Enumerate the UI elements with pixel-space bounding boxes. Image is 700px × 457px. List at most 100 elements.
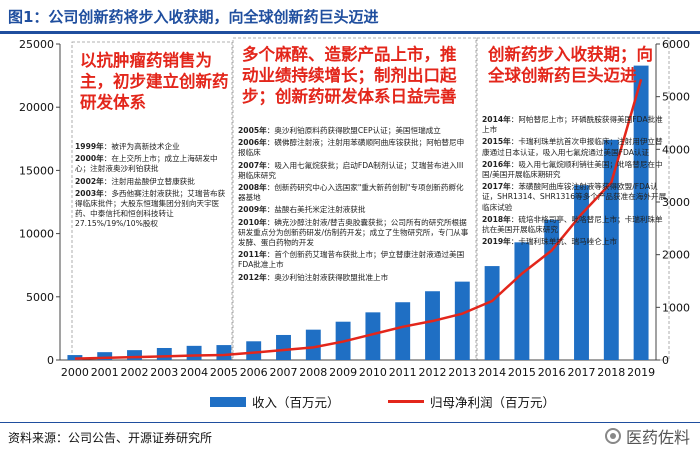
x-tick-label: 2004 <box>180 366 208 379</box>
bar-revenue-2008 <box>305 329 321 360</box>
milestone-note: 2016年：吸入用七氟烷顺利销往美国；吡咯替尼在中国/美国开展临床期研究 <box>482 160 668 180</box>
left-tick-label: 15000 <box>19 164 54 177</box>
milestone-note: 2012年：奥沙利铂注射液获得欧盟批准上市 <box>238 273 470 283</box>
milestone-note: 2017年：苯磺酸阿曲库铵注射液等获得欧盟/FDA认证，SHR1314、SHR1… <box>482 182 668 213</box>
x-tick-label: 2017 <box>568 366 596 379</box>
milestone-year: 2011年 <box>238 250 267 260</box>
bar-revenue-2019 <box>633 65 649 361</box>
x-tick-label: 2009 <box>329 366 357 379</box>
milestone-year: 2010年 <box>238 217 267 227</box>
x-tick-label: 2016 <box>538 366 566 379</box>
bar-revenue-2002 <box>127 350 142 360</box>
line-net-profit <box>74 78 643 360</box>
milestone-text: ：注射用盐酸伊立替康获批 <box>103 176 195 186</box>
milestone-text: ：碘克沙醇注射液/替吉奥胶囊获批；公司所有的研究所根据研发重点分为创新药研发/仿… <box>238 217 469 248</box>
era-2-text: 多个麻醉、造影产品上市，推动业绩持续增长；制剂出口起步；创新药研发体系日益完善 <box>242 45 457 106</box>
legend-item-net-profit: 归母净利润（百万元） <box>388 392 555 411</box>
x-tick-label: 2001 <box>91 366 119 379</box>
x-tick-label: 2008 <box>299 366 327 379</box>
right-tick-label: 6000 <box>662 38 690 51</box>
milestone-text: ：磺佛醇注射液；注射用苯磺顺阿曲库铵获批；阿帕替尼申报临床 <box>238 138 465 158</box>
milestone-year: 2017年 <box>482 182 511 192</box>
milestone-year: 2012年 <box>238 272 267 282</box>
legend-swatch-bar <box>210 396 246 407</box>
milestone-note: 1999年：被评为高新技术企业 <box>75 142 227 152</box>
right-tick-label: 0 <box>662 354 669 367</box>
milestone-text: ：阿帕替尼上市；环磷酰胺获得美国FDA批准上市 <box>482 115 663 135</box>
source-text: 资料来源：公司公告、开源证券研究所 <box>8 431 213 445</box>
left-tick-label: 25000 <box>19 38 54 51</box>
x-tick-label: 2011 <box>389 366 417 379</box>
milestone-text: ：奥沙利铂注射液获得欧盟批准上市 <box>266 272 389 282</box>
x-tick-label: 2019 <box>627 366 655 379</box>
milestone-text: ：卡瑞利珠单抗、瑞马唑仑上市 <box>510 237 618 247</box>
milestone-year: 2002年 <box>75 176 104 186</box>
milestone-year: 2008年 <box>238 183 267 193</box>
milestone-text: ：奥沙利铂原料药获得欧盟CEP认证；美国恒瑞成立 <box>266 126 441 135</box>
x-tick-label: 2006 <box>240 366 268 379</box>
bar-revenue-2007 <box>276 334 291 360</box>
milestone-text: ：被评为高新技术企业 <box>103 142 180 151</box>
x-tick-label: 2012 <box>419 366 447 379</box>
watermark-text: 医药佐料 <box>625 428 690 447</box>
x-tick-label: 2013 <box>448 366 476 379</box>
legend-label-revenue: 收入（百万元） <box>252 395 340 410</box>
milestone-year: 2016年 <box>482 159 511 169</box>
bar-revenue-2001 <box>97 352 113 360</box>
left-tick-label: 0 <box>47 354 54 367</box>
milestone-note: 2011年：首个创新药艾瑞昔布获批上市；伊立替康注射液通过美国FDA批准上市 <box>238 250 470 270</box>
left-tick-label: 10000 <box>19 228 54 241</box>
milestone-text: ：在上交所上市；成立上海研发中心；注射液奥沙利铂获批 <box>75 154 218 174</box>
milestone-year: 2009年 <box>238 205 267 215</box>
milestone-note: 2003年：多西他赛注射液获批；艾瑞昔布获得临床批件；大股东恒瑞集团分别向天宇医… <box>75 189 227 230</box>
milestone-year: 2015年 <box>482 137 511 147</box>
watermark: 医药佐料 <box>604 424 690 448</box>
era-3-text: 创新药步入收获期；向全球创新药巨头迈进 <box>488 45 653 85</box>
milestone-note: 2002年：注射用盐酸伊立替康获批 <box>75 177 227 187</box>
milestone-text: ：吸入用七氟烷顺利销往美国；吡咯替尼在中国/美国开展临床期研究 <box>482 159 663 180</box>
x-tick-label: 2015 <box>508 366 536 379</box>
milestone-note: 2014年：阿帕替尼上市；环磷酰胺获得美国FDA批准上市 <box>482 115 668 135</box>
legend-label-net-profit: 归母净利润（百万元） <box>430 395 556 410</box>
milestone-text: ：硫培非格司亭、吡咯替尼上市；卡瑞利珠单抗在美国开展临床研究 <box>482 214 663 235</box>
x-tick-label: 2005 <box>210 366 238 379</box>
bar-revenue-2014 <box>484 266 500 360</box>
milestone-note: 2008年：创新药研究中心入选国家"重大新药创制"专项创新药孵化器基地 <box>238 183 470 203</box>
right-tick-label: 5000 <box>662 91 690 104</box>
milestone-text: ：多西他赛注射液获批；艾瑞昔布获得临床批件；大股东恒瑞集团分别向天宇医药、中泰信… <box>75 188 226 229</box>
milestone-text: ：卡瑞利珠单抗首次申报临床；注射用伊立替康通过日本认证，吸入用七氟烷通过美国FD… <box>482 137 663 157</box>
notes-right: 2014年：阿帕替尼上市；环磷酰胺获得美国FDA批准上市 2015年：卡瑞利珠单抗… <box>482 115 668 249</box>
bar-revenue-2004 <box>186 345 202 360</box>
milestone-note: 2000年：在上交所上市；成立上海研发中心；注射液奥沙利铂获批 <box>75 154 227 174</box>
title-bar: 图1：公司创新药将步入收获期，向全球创新药巨头迈进 <box>0 0 700 34</box>
milestone-note: 2010年：碘克沙醇注射液/替吉奥胶囊获批；公司所有的研究所根据研发重点分为创新… <box>238 218 470 249</box>
milestone-note: 2006年：磺佛醇注射液；注射用苯磺顺阿曲库铵获批；阿帕替尼申报临床 <box>238 138 470 158</box>
right-tick-label: 2000 <box>662 249 690 262</box>
x-tick-label: 2010 <box>359 366 387 379</box>
bar-revenue-2015 <box>514 242 530 360</box>
milestone-year: 2018年 <box>482 214 511 224</box>
milestone-note: 2015年：卡瑞利珠单抗首次申报临床；注射用伊立替康通过日本认证，吸入用七氟烷通… <box>482 137 668 157</box>
wechat-icon <box>604 428 621 444</box>
milestone-text: ：吸入用七氟烷获批；启动FDA制剂认证；艾瑞昔布进入III期临床研究 <box>238 160 464 180</box>
milestone-note: 2019年：卡瑞利珠单抗、瑞马唑仑上市 <box>482 237 668 247</box>
x-tick-label: 2003 <box>150 366 178 379</box>
milestone-year: 2006年 <box>238 138 267 148</box>
figure-title: 图1：公司创新药将步入收获期，向全球创新药巨头迈进 <box>8 8 379 26</box>
legend: 收入（百万元） 归母净利润（百万元） <box>0 392 700 414</box>
milestone-year: 2014年 <box>482 115 511 124</box>
bar-revenue-2010 <box>365 312 381 360</box>
milestone-note: 2007年：吸入用七氟烷获批；启动FDA制剂认证；艾瑞昔布进入III期临床研究 <box>238 161 470 181</box>
right-tick-label: 4000 <box>662 143 690 156</box>
era-1-text: 以抗肿瘤药销售为主，初步建立创新药研发体系 <box>80 51 229 112</box>
milestone-note: 2009年：盐酸右美托米定注射液获批 <box>238 205 470 215</box>
right-tick-label: 1000 <box>662 301 690 314</box>
legend-item-revenue: 收入（百万元） <box>210 392 340 411</box>
milestone-year: 2007年 <box>238 160 267 170</box>
x-tick-label: 2018 <box>597 366 625 379</box>
notes-mid: 2005年：奥沙利铂原料药获得欧盟CEP认证；美国恒瑞成立 2006年：磺佛醇注射… <box>238 126 470 285</box>
milestone-text: ：创新药研究中心入选国家"重大新药创制"专项创新药孵化器基地 <box>238 183 464 203</box>
bar-revenue-2012 <box>425 291 440 360</box>
milestone-note: 2018年：硫培非格司亭、吡咯替尼上市；卡瑞利珠单抗在美国开展临床研究 <box>482 215 668 235</box>
x-tick-label: 2007 <box>270 366 298 379</box>
